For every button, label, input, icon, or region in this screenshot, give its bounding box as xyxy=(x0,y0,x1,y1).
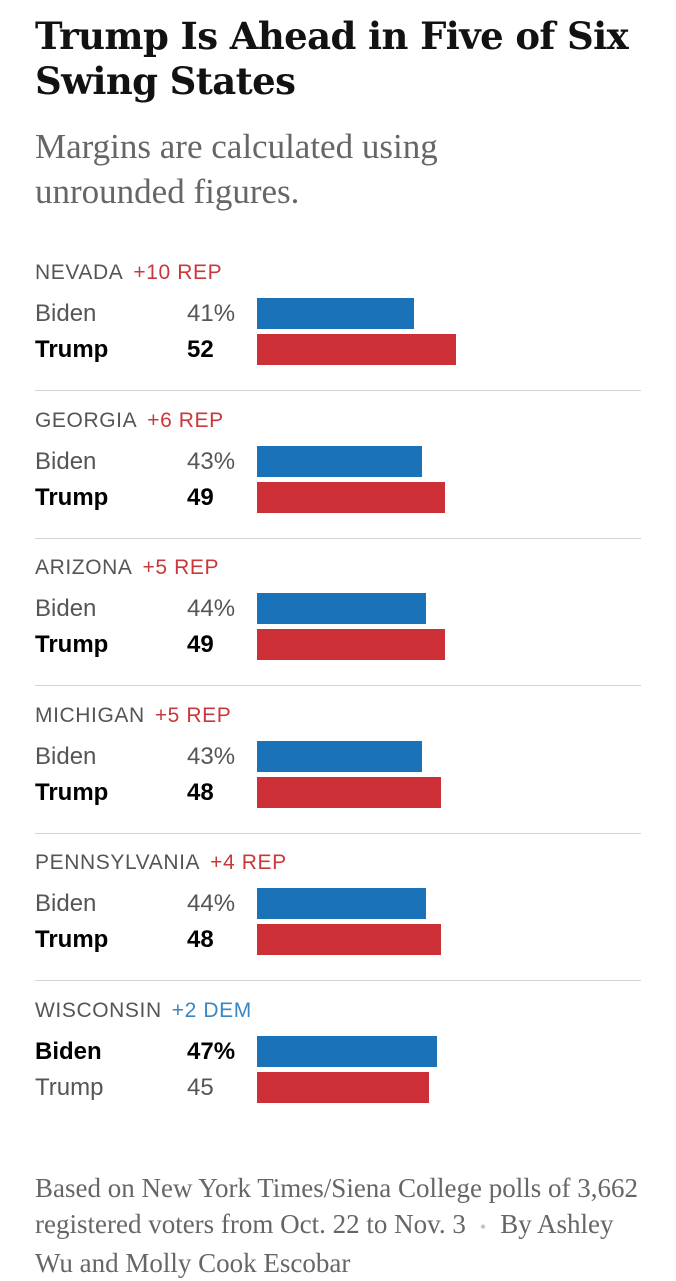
data-label: 44% xyxy=(187,595,236,623)
state-name: MICHIGAN xyxy=(35,703,145,727)
candidate-row-biden: Biden 47% xyxy=(35,1034,641,1070)
candidate-row-biden: Biden 44% xyxy=(35,591,641,627)
byline: By Ashley Wu and Molly Cook Escobar xyxy=(35,1209,614,1278)
separator-dot: • xyxy=(479,1217,487,1237)
state-margin: +10 REP xyxy=(133,261,223,284)
bar-trump-pennsylvania xyxy=(257,924,441,956)
state-block-arizona: ARIZONA +5 REP Biden 44% Trump 49 xyxy=(35,553,641,701)
state-margin: +5 REP xyxy=(142,556,220,580)
state-header: NEVADA +10 REP xyxy=(35,258,222,288)
candidate-name: Biden xyxy=(35,300,97,327)
state-name: GEORGIA xyxy=(35,408,138,432)
candidate-name: Biden xyxy=(35,1038,102,1065)
candidate-row-trump: Trump 52 xyxy=(35,332,641,368)
state-name: WISCONSIN xyxy=(35,999,162,1022)
chart-title: Trump Is Ahead in Five of Six Swing Stat… xyxy=(35,14,629,103)
chart-subtitle: Margins are calculated using unrounded f… xyxy=(35,127,438,211)
candidate-row-biden: Biden 44% xyxy=(35,886,641,922)
bar-biden-arizona xyxy=(257,593,426,625)
state-header: PENNSYLVANIA +4 REP xyxy=(35,848,287,878)
bar-biden-wisconsin xyxy=(257,1036,437,1067)
candidate-name: Biden xyxy=(35,742,97,770)
candidate-row-trump: Trump 49 xyxy=(35,627,641,663)
candidate-row-trump: Trump 49 xyxy=(35,480,641,516)
candidate-row-biden: Biden 43% xyxy=(35,739,641,775)
data-label: 49 xyxy=(187,631,214,659)
state-block-nevada: NEVADA +10 REP Biden 41% Trump 52 xyxy=(35,258,641,406)
state-block-wisconsin: WISCONSIN +2 DEM Biden 47% Trump 45 xyxy=(35,996,641,1144)
state-block-georgia: GEORGIA +6 REP Biden 43% Trump 49 xyxy=(35,406,641,554)
bar-trump-georgia xyxy=(257,481,445,513)
candidate-row-trump: Trump 48 xyxy=(35,922,641,958)
candidate-name: Trump xyxy=(35,926,109,954)
candidate-name: Biden xyxy=(35,890,97,918)
data-label: 45 xyxy=(187,1074,214,1101)
data-label: 52 xyxy=(187,336,214,363)
bar-biden-georgia xyxy=(257,445,422,477)
bar-biden-michigan xyxy=(257,740,422,772)
data-label: 41% xyxy=(187,300,236,327)
candidate-row-biden: Biden 43% xyxy=(35,444,641,480)
state-margin: +2 DEM xyxy=(171,999,252,1022)
bar-biden-nevada xyxy=(257,298,414,329)
candidate-name: Trump xyxy=(35,1074,104,1101)
candidate-name: Trump xyxy=(35,483,109,511)
state-header: MICHIGAN +5 REP xyxy=(35,701,231,731)
bar-trump-nevada xyxy=(257,334,456,365)
state-divider xyxy=(35,832,641,834)
data-label: 48 xyxy=(187,926,214,954)
bar-biden-pennsylvania xyxy=(257,888,426,920)
bar-trump-arizona xyxy=(257,629,445,661)
state-block-michigan: MICHIGAN +5 REP Biden 43% Trump 48 xyxy=(35,701,641,849)
chart-footer: Based on New York Times/Siena College po… xyxy=(35,1170,645,1281)
candidate-row-trump: Trump 48 xyxy=(35,775,641,811)
candidate-row-biden: Biden 41% xyxy=(35,296,641,332)
data-label: 43% xyxy=(187,447,236,475)
state-block-pennsylvania: PENNSYLVANIA +4 REP Biden 44% Trump 48 xyxy=(35,848,641,996)
state-divider xyxy=(35,685,641,687)
data-label: 48 xyxy=(187,778,214,806)
state-header: GEORGIA +6 REP xyxy=(35,406,224,436)
state-margin: +6 REP xyxy=(147,408,224,432)
state-margin: +5 REP xyxy=(154,703,232,727)
bar-trump-wisconsin xyxy=(257,1072,429,1103)
source-note: Based on New York Times/Siena College po… xyxy=(35,1173,639,1239)
data-label: 43% xyxy=(187,742,236,770)
state-header: WISCONSIN +2 DEM xyxy=(35,996,252,1026)
candidate-name: Trump xyxy=(35,631,109,659)
state-name: PENNSYLVANIA xyxy=(35,851,201,875)
state-divider xyxy=(35,980,641,982)
data-label: 49 xyxy=(187,483,214,511)
state-divider xyxy=(35,390,641,391)
state-header: ARIZONA +5 REP xyxy=(35,553,219,583)
candidate-name: Trump xyxy=(35,778,109,806)
state-name: NEVADA xyxy=(35,261,124,284)
candidate-row-trump: Trump 45 xyxy=(35,1070,641,1106)
candidate-name: Biden xyxy=(35,447,97,475)
candidate-name: Biden xyxy=(35,595,97,623)
state-name: ARIZONA xyxy=(35,556,133,580)
data-label: 44% xyxy=(187,890,236,918)
bar-trump-michigan xyxy=(257,776,441,808)
state-divider xyxy=(35,537,641,539)
data-label: 47% xyxy=(187,1038,236,1065)
candidate-name: Trump xyxy=(35,336,109,363)
state-margin: +4 REP xyxy=(210,851,287,875)
